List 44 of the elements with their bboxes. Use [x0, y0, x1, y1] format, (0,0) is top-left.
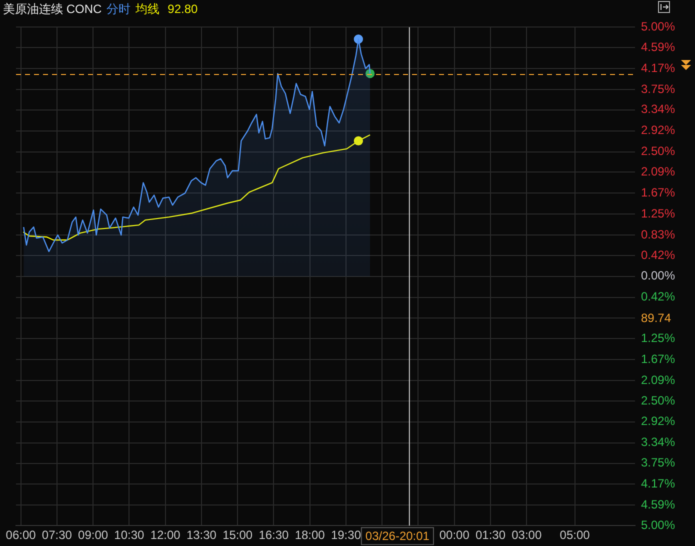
y-tick-label: 1.25% [641, 206, 676, 220]
x-tick-label: 09:00 [78, 528, 108, 542]
text: 89.74 [641, 311, 672, 326]
y-tick-label: 0.00% [641, 268, 676, 283]
x-tick-label: 10:30 [114, 528, 145, 542]
text: 均线 [136, 2, 160, 16]
y-tick-label: 2.09% [641, 164, 676, 179]
y-tick-label: 3.34% [641, 102, 676, 116]
x-tick-label: 19:30 [330, 528, 362, 542]
y-tick-label: 2.09% [641, 372, 676, 387]
text: 03/26-20:01 [365, 528, 430, 543]
y-tick-label: 5.00% [641, 518, 676, 532]
y-tick-label: 3.75% [641, 82, 676, 96]
chart-title: 美原油连续 CONC [3, 2, 102, 16]
x-tick-label: 05:00 [560, 528, 590, 542]
y-tick-label: 5.00% [641, 20, 676, 34]
y-tick-label: 4.17% [641, 476, 676, 491]
y-tick-label: 2.92% [641, 414, 676, 428]
y-tick-label: 2.50% [641, 393, 676, 408]
y-tick-label: 0.42% [641, 248, 676, 262]
x-tick-label: 13:30 [186, 528, 217, 542]
x-tick-label: 12:00 [150, 528, 181, 542]
y-tick-label: 1.67% [641, 352, 676, 366]
y-tick-label: 0.42% [641, 290, 676, 304]
y-tick-label: 2.92% [641, 123, 676, 138]
y-tick-label: 3.34% [641, 435, 676, 450]
x-tick-label: 01:30 [475, 528, 506, 542]
x-tick-label: 07:30 [42, 528, 72, 542]
x-tick-label: 06:00 [6, 528, 36, 542]
y-tick-label: 4.59% [641, 497, 676, 512]
x-tick-label: 15:00 [222, 528, 253, 542]
y-tick-label: 1.67% [641, 185, 676, 200]
y-tick-label: 2.50% [641, 144, 676, 158]
x-tick-label: 16:30 [258, 528, 290, 542]
x-tick-label: 00:00 [439, 528, 470, 542]
text: 分时 [106, 2, 131, 16]
x-tick-label: 18:00 [294, 528, 326, 542]
y-tick-label: 3.75% [641, 456, 676, 470]
y-tick-label: 1.25% [641, 331, 676, 346]
y-tick-label: 0.83% [641, 227, 676, 242]
y-tick-label: 4.17% [641, 60, 676, 75]
y-tick-label: 4.59% [641, 40, 676, 54]
x-tick-label: 03:00 [512, 528, 542, 542]
text: 92.80 [168, 2, 198, 16]
